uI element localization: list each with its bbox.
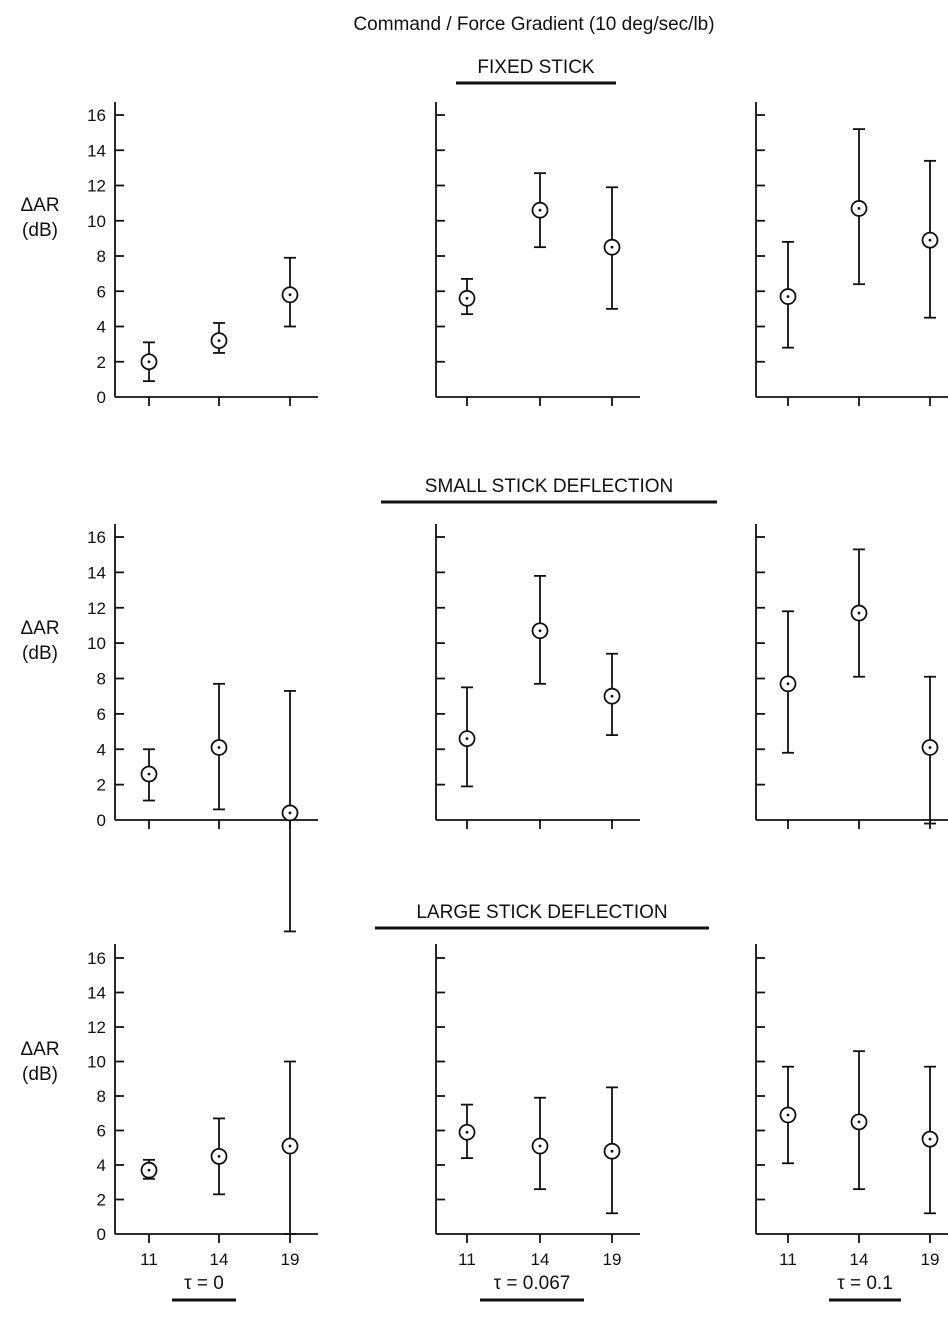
panel-r1-c3 xyxy=(756,102,948,406)
data-point-center xyxy=(289,293,292,296)
y-tick-label: 4 xyxy=(97,318,106,337)
y-tick-label: 14 xyxy=(87,141,106,160)
y-tick-label: 8 xyxy=(97,1087,106,1106)
y-tick-label: 12 xyxy=(87,1018,106,1037)
panel-r3-c1 xyxy=(115,944,318,1243)
y-tick-label: 2 xyxy=(97,1191,106,1210)
x-tick-label: 19 xyxy=(921,1250,940,1269)
data-point-center xyxy=(466,737,469,740)
y-tick-label: 8 xyxy=(97,247,106,266)
data-point-center xyxy=(611,1150,614,1153)
x-tick-label: 14 xyxy=(210,1250,229,1269)
x-tick-label: 11 xyxy=(140,1250,158,1269)
panel-r2-c3 xyxy=(756,524,948,829)
y-axis-label-unit: (dB) xyxy=(22,643,58,664)
data-point-center xyxy=(539,629,542,632)
data-point-center xyxy=(611,695,614,698)
y-tick-label: 0 xyxy=(97,1225,106,1244)
tau-label: τ = 0.1 xyxy=(837,1273,893,1294)
data-point-center xyxy=(787,1114,790,1117)
y-tick-label: 4 xyxy=(97,740,106,759)
data-point-center xyxy=(148,773,151,776)
y-tick-label: 14 xyxy=(87,563,106,582)
data-point-center xyxy=(289,812,292,815)
data-point-center xyxy=(611,246,614,249)
y-tick-label: 16 xyxy=(87,949,106,968)
panel-r1-c1 xyxy=(115,102,318,406)
y-axis-label: ΔAR xyxy=(20,618,59,639)
data-point-center xyxy=(466,1131,469,1134)
y-tick-label: 16 xyxy=(87,106,106,125)
data-point-center xyxy=(539,209,542,212)
y-tick-label: 0 xyxy=(97,811,106,830)
panel-r3-c3 xyxy=(756,944,948,1243)
data-point-center xyxy=(466,297,469,300)
data-point-center xyxy=(148,1169,151,1172)
x-tick-label: 19 xyxy=(281,1250,300,1269)
y-tick-label: 14 xyxy=(87,984,106,1003)
tau-label: τ = 0 xyxy=(184,1273,224,1294)
y-tick-label: 6 xyxy=(97,1122,106,1141)
data-point-center xyxy=(929,746,932,749)
x-tick-label: 19 xyxy=(603,1250,622,1269)
panel-r1-c2 xyxy=(436,102,640,406)
y-tick-label: 6 xyxy=(97,282,106,301)
y-tick-label: 12 xyxy=(87,599,106,618)
y-tick-label: 6 xyxy=(97,705,106,724)
data-point-center xyxy=(148,360,151,363)
x-tick-label: 14 xyxy=(850,1250,869,1269)
data-point-center xyxy=(858,1120,861,1123)
y-tick-label: 0 xyxy=(97,388,106,407)
panel-row-title: SMALL STICK DEFLECTION xyxy=(425,476,673,497)
y-tick-label: 10 xyxy=(87,1053,106,1072)
y-tick-label: 12 xyxy=(87,177,106,196)
y-axis-label: ΔAR xyxy=(20,195,59,216)
data-point-center xyxy=(929,239,932,242)
data-point-center xyxy=(858,207,861,210)
panel-row-title: FIXED STICK xyxy=(477,57,595,78)
y-axis-label-unit: (dB) xyxy=(22,1064,58,1085)
data-point-center xyxy=(787,682,790,685)
y-tick-label: 10 xyxy=(87,634,106,653)
y-axis-label: ΔAR xyxy=(20,1039,59,1060)
data-point-center xyxy=(858,612,861,615)
data-point-center xyxy=(289,1145,292,1148)
data-point-center xyxy=(218,746,221,749)
figure-title: Command / Force Gradient (10 deg/sec/lb) xyxy=(353,14,714,35)
panel-r2-c1 xyxy=(115,524,318,931)
x-tick-label: 11 xyxy=(458,1250,476,1269)
data-point-center xyxy=(218,1155,221,1158)
data-point-center xyxy=(787,295,790,298)
y-tick-label: 10 xyxy=(87,212,106,231)
y-tick-label: 8 xyxy=(97,670,106,689)
tau-label: τ = 0.067 xyxy=(494,1273,571,1294)
panel-r2-c2 xyxy=(436,524,640,829)
y-tick-label: 2 xyxy=(97,776,106,795)
data-point-center xyxy=(218,339,221,342)
y-tick-label: 2 xyxy=(97,353,106,372)
x-tick-label: 11 xyxy=(779,1250,797,1269)
y-axis-label-unit: (dB) xyxy=(22,220,58,241)
x-tick-label: 14 xyxy=(531,1250,550,1269)
panel-r3-c2 xyxy=(436,944,640,1243)
data-point-center xyxy=(539,1145,542,1148)
panel-row-title: LARGE STICK DEFLECTION xyxy=(416,902,667,923)
y-tick-label: 16 xyxy=(87,528,106,547)
y-tick-label: 4 xyxy=(97,1156,106,1175)
data-point-center xyxy=(929,1138,932,1141)
